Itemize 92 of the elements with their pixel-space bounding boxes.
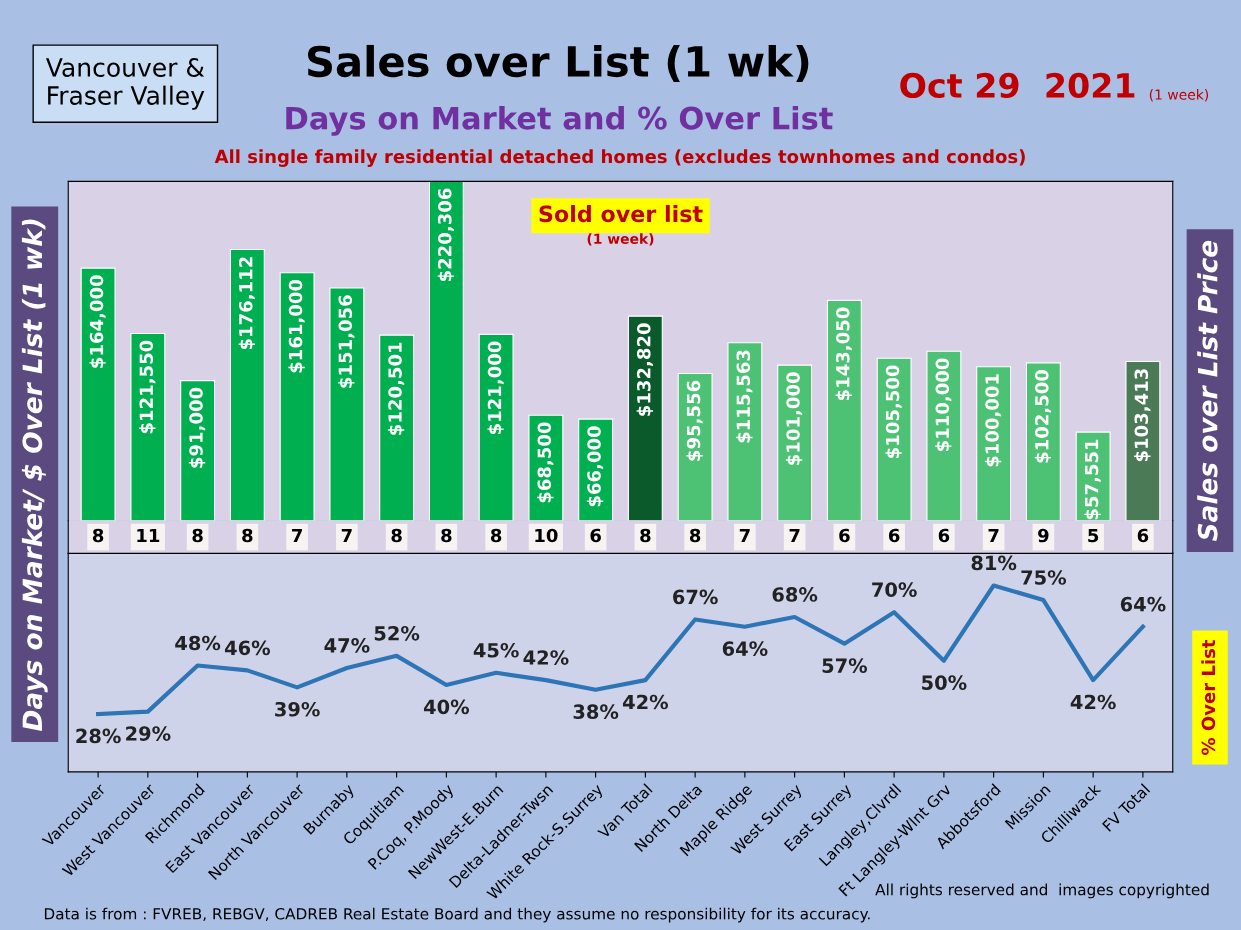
data-label: $151,056 bbox=[338, 295, 355, 388]
data-label: 42% bbox=[622, 694, 669, 710]
bar bbox=[826, 299, 862, 521]
text: Data is from : FVREB, REBGV, CADREB Real Estate Board and they assume no responsibility for its accuracy. bbox=[44, 907, 870, 923]
bar bbox=[80, 267, 116, 521]
data-label: 8 bbox=[441, 528, 452, 543]
data-label: $66,000 bbox=[586, 426, 604, 507]
data-label: 8 bbox=[192, 528, 203, 543]
bar bbox=[329, 287, 365, 521]
data-label: 7 bbox=[789, 528, 800, 543]
data-label: $57,551 bbox=[1084, 439, 1101, 520]
data-label: $164,000 bbox=[89, 275, 106, 368]
data-label: $95,556 bbox=[686, 380, 703, 461]
data-label: $110,000 bbox=[935, 358, 952, 451]
data-label: 40% bbox=[423, 699, 470, 715]
data-label: 7 bbox=[292, 528, 302, 543]
data-label: 39% bbox=[275, 701, 320, 717]
data-label: $132,820 bbox=[636, 323, 654, 416]
data-label: 8 bbox=[391, 528, 402, 543]
text: (1 week) bbox=[1149, 89, 1209, 102]
data-label: $102,500 bbox=[1034, 370, 1052, 463]
data-label: 64% bbox=[1120, 596, 1166, 612]
data-label: $100,001 bbox=[984, 374, 1002, 467]
text: Vancouver & Fraser Valley bbox=[45, 58, 205, 110]
data-label: $68,500 bbox=[537, 422, 554, 503]
data-label: 8 bbox=[689, 528, 701, 543]
data-label: 75% bbox=[1021, 570, 1067, 585]
data-label: 50% bbox=[922, 675, 967, 690]
bar bbox=[627, 315, 663, 521]
text: All rights reserved and images copyrighted bbox=[875, 883, 1209, 899]
data-label: 48% bbox=[175, 635, 221, 651]
data-label: $143,050 bbox=[835, 307, 853, 401]
data-label: 81% bbox=[971, 555, 1017, 571]
data-label: 47% bbox=[324, 638, 370, 653]
annotation: Sold over list bbox=[539, 205, 703, 223]
data-label: 6 bbox=[938, 528, 950, 543]
bar bbox=[379, 334, 415, 521]
text: All single family residential detached homes (excludes townhomes and condos) bbox=[214, 149, 1025, 167]
data-label: 42% bbox=[1070, 694, 1116, 710]
data-label: 57% bbox=[822, 658, 868, 673]
data-label: 6 bbox=[1137, 528, 1149, 543]
bar bbox=[727, 342, 763, 521]
data-label: 28% bbox=[76, 728, 121, 744]
data-label: 6 bbox=[590, 528, 601, 543]
data-label: 9 bbox=[1038, 528, 1049, 543]
bar bbox=[1125, 360, 1161, 521]
data-label: 5 bbox=[1088, 528, 1099, 543]
text: Oct 29 2021 bbox=[900, 72, 1135, 99]
data-label: 7 bbox=[739, 528, 750, 543]
data-label: 11 bbox=[137, 528, 160, 543]
bar bbox=[478, 333, 514, 521]
data-label: 52% bbox=[374, 625, 420, 641]
data-label: 64% bbox=[722, 641, 768, 656]
data-label: $220,306 bbox=[437, 188, 455, 282]
data-label: 45% bbox=[473, 642, 519, 658]
data-label: 29% bbox=[126, 726, 171, 741]
data-label: 68% bbox=[772, 587, 818, 602]
bar bbox=[926, 350, 962, 521]
text: % Over List bbox=[1201, 639, 1216, 755]
data-label: $176,112 bbox=[238, 257, 255, 350]
data-label: 38% bbox=[573, 704, 619, 720]
y2-axis-title: Sales over List Price bbox=[1197, 240, 1218, 541]
data-label: $120,501 bbox=[387, 342, 405, 435]
data-label: 6 bbox=[888, 528, 900, 543]
bar bbox=[428, 181, 464, 521]
data-label: $103,413 bbox=[1134, 369, 1151, 462]
bar bbox=[677, 373, 713, 521]
y-axis-title: Days on Market/ $ Over List (1 wk) bbox=[21, 219, 48, 731]
annotation: (1 week) bbox=[587, 233, 654, 246]
data-label: 8 bbox=[490, 528, 502, 543]
data-label: 7 bbox=[341, 528, 352, 543]
data-label: 8 bbox=[640, 528, 651, 543]
chart-subtitle: Days on Market and % Over List bbox=[286, 105, 833, 136]
data-label: 70% bbox=[872, 582, 917, 597]
data-label: $91,000 bbox=[188, 387, 206, 468]
data-label: $121,000 bbox=[487, 341, 504, 435]
data-label: 6 bbox=[839, 528, 850, 543]
data-label: 7 bbox=[988, 528, 999, 543]
data-label: $115,563 bbox=[736, 350, 753, 443]
data-label: 46% bbox=[224, 640, 271, 656]
data-label: 8 bbox=[92, 528, 104, 543]
data-label: $105,500 bbox=[885, 365, 902, 458]
data-label: 8 bbox=[242, 528, 253, 543]
data-label: $101,000 bbox=[785, 372, 803, 465]
chart-title: Sales over List (1 wk) bbox=[307, 44, 809, 83]
data-label: 42% bbox=[523, 650, 569, 665]
data-label: 10 bbox=[535, 528, 558, 543]
bar bbox=[229, 248, 265, 521]
data-label: $121,550 bbox=[139, 340, 156, 434]
data-label: 67% bbox=[673, 589, 718, 605]
data-label: $161,000 bbox=[288, 279, 305, 373]
bar bbox=[279, 272, 315, 521]
